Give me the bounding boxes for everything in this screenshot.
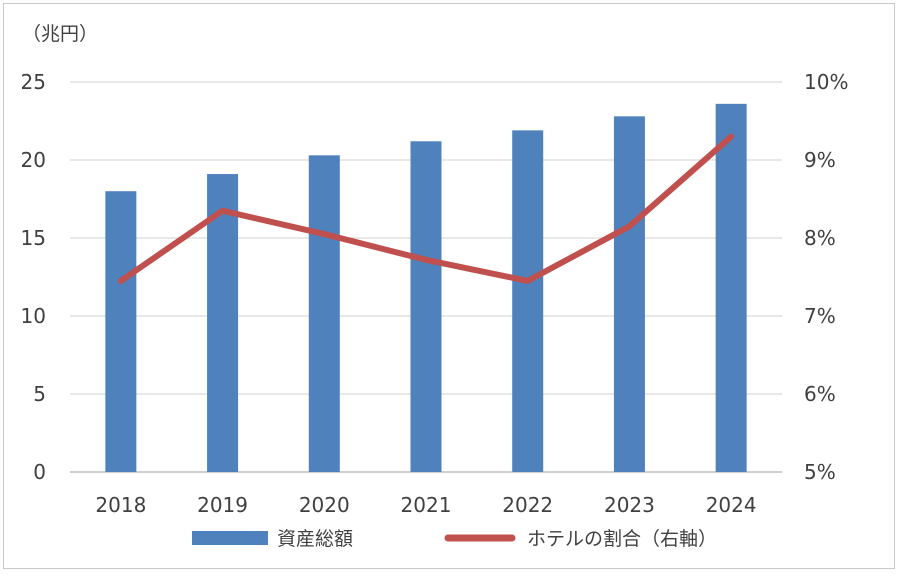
left-tick-label: 15 <box>21 226 46 250</box>
left-tick-label: 20 <box>21 148 46 172</box>
x-tick-label: 2024 <box>706 493 757 517</box>
bar-series <box>105 103 747 473</box>
x-tick-label: 2023 <box>604 493 655 517</box>
right-tick-label: 10% <box>804 70 848 94</box>
bar <box>613 116 645 472</box>
bar <box>105 191 137 472</box>
x-axis-ticks: 2018 2019 2020 2021 2022 2023 2024 <box>95 493 756 517</box>
right-tick-label: 7% <box>804 304 836 328</box>
legend-label-bar: 資産総額 <box>277 528 353 550</box>
x-tick-label: 2018 <box>95 493 146 517</box>
left-tick-label: 10 <box>21 304 46 328</box>
right-tick-label: 6% <box>804 382 836 406</box>
bar <box>207 174 239 473</box>
left-axis-unit-label: （兆円） <box>22 23 98 45</box>
line-series <box>117 133 735 284</box>
right-axis-ticks: 5% 6% 7% 8% 9% 10% <box>804 70 848 484</box>
bar <box>410 141 442 472</box>
x-tick-label: 2021 <box>401 493 452 517</box>
bar <box>715 103 747 472</box>
x-tick-label: 2022 <box>502 493 553 517</box>
x-tick-label: 2019 <box>197 493 248 517</box>
bar <box>308 155 340 472</box>
right-tick-label: 8% <box>804 226 836 250</box>
legend: 資産総額 ホテルの割合（右軸） <box>192 528 717 550</box>
left-tick-label: 25 <box>21 70 46 94</box>
left-tick-label: 5 <box>33 382 46 406</box>
bar <box>512 130 544 473</box>
left-axis-ticks: 0 5 10 15 20 25 <box>21 70 46 484</box>
x-tick-label: 2020 <box>299 493 350 517</box>
legend-swatch-bar <box>192 531 268 545</box>
left-tick-label: 0 <box>33 460 46 484</box>
legend-label-line: ホテルの割合（右軸） <box>527 528 717 550</box>
right-tick-label: 9% <box>804 148 836 172</box>
right-tick-label: 5% <box>804 460 836 484</box>
